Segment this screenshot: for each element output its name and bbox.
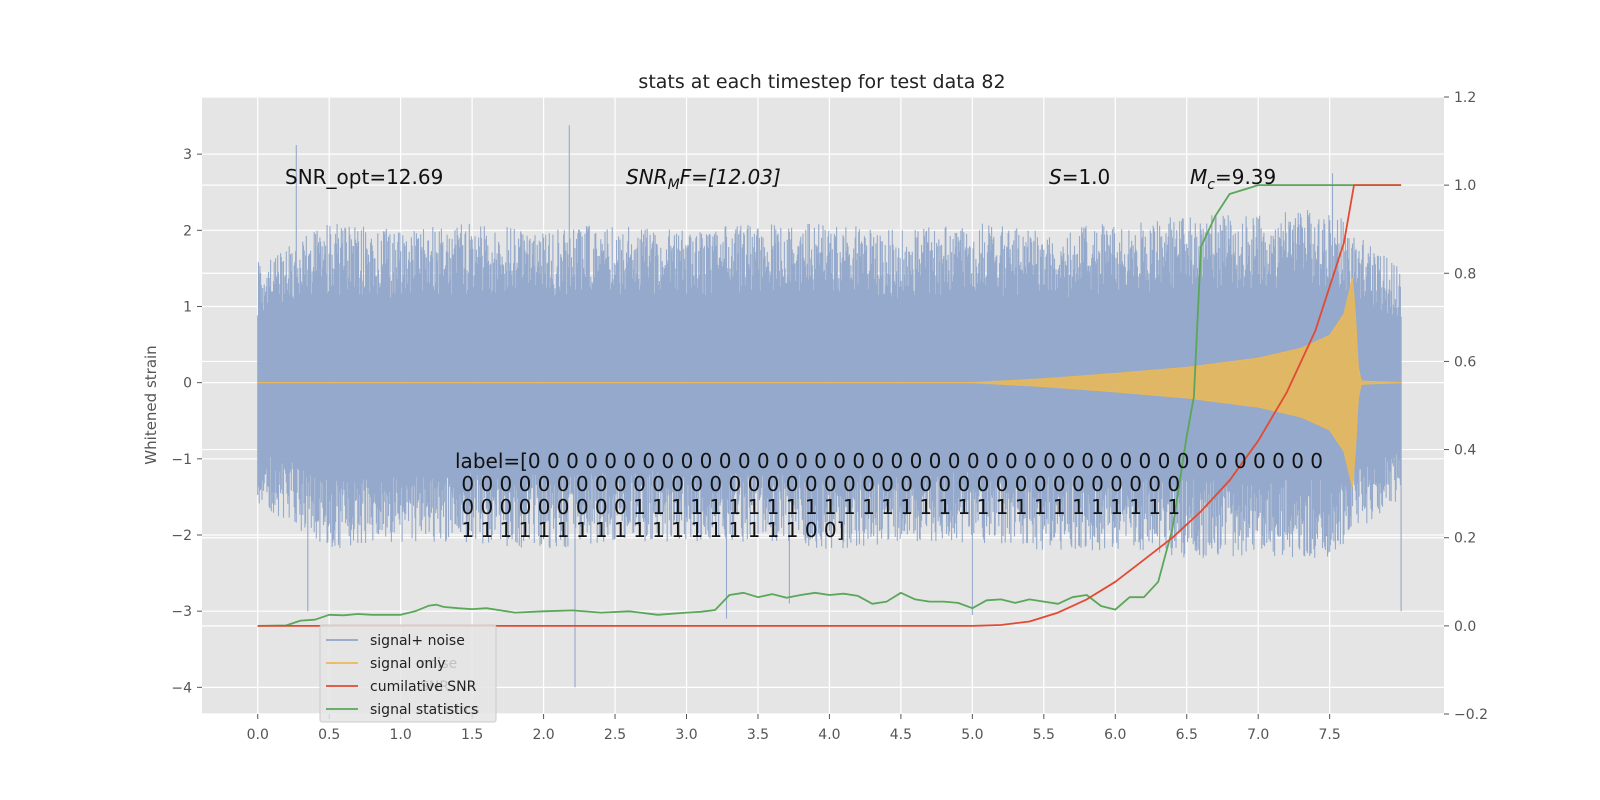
x-tick-label-6: 3.0 <box>675 727 697 743</box>
y-tick-label-6: −3 <box>171 604 192 620</box>
y-axis-left: 3 2 1 0 −1 −2 −3 −4 <box>171 147 202 696</box>
legend-label-cumilative-snr: cumilative SNR <box>370 679 477 695</box>
y-axis-label: Whitened strain <box>142 345 160 464</box>
legend-label-signal-only: signal only <box>370 656 445 672</box>
y-axis-right: 1.2 1.0 0.8 0.6 0.4 0.2 0.0 −0.2 <box>1444 90 1488 723</box>
x-tick-label-5: 2.5 <box>604 727 626 743</box>
x-tick-label-2: 1.0 <box>390 727 412 743</box>
x-tick-label-12: 6.0 <box>1104 727 1126 743</box>
legend-box <box>319 624 497 723</box>
annotation-snr-mf-rest: F=[12.03] <box>680 165 781 189</box>
annotation-label-line-1: label=[0 0 0 0 0 0 0 0 0 0 0 0 0 0 0 0 0… <box>455 449 1323 473</box>
annotation-snr-opt: SNR_opt=12.69 <box>285 165 443 189</box>
annotation-mc-sub: c <box>1207 177 1215 193</box>
y2-tick-label-1: 1.0 <box>1454 178 1476 194</box>
annotation-s-rest: =1.0 <box>1062 165 1111 189</box>
annotation-mc-var: M <box>1190 165 1207 189</box>
series-lines <box>257 184 1402 627</box>
legend-ghost-1: noise <box>420 656 457 672</box>
y-tick-label-2: 1 <box>183 299 192 315</box>
y2-tick-label-5: 0.2 <box>1454 531 1476 547</box>
legend-ghost-3: istics <box>444 702 480 718</box>
x-tick-label-14: 7.0 <box>1247 727 1269 743</box>
y-tick-label-1: 2 <box>183 223 192 239</box>
x-tick-label-11: 5.5 <box>1033 727 1055 743</box>
x-tick-label-9: 4.5 <box>890 727 912 743</box>
legend-ghost-2: SNR <box>420 679 449 695</box>
y-tick-label-7: −4 <box>171 680 192 696</box>
x-tick-label-1: 0.5 <box>318 727 340 743</box>
y-tick-label-4: −1 <box>171 452 192 468</box>
y2-tick-label-0: 1.2 <box>1454 90 1476 106</box>
legend-label-signal-noise: signal+ noise <box>370 633 465 649</box>
annotation-snr-mf: SNRMF=[12.03] <box>626 165 781 193</box>
x-tick-label-10: 5.0 <box>961 727 983 743</box>
annotation-label-line-4: 1 1 1 1 1 1 1 1 1 1 1 1 1 1 1 1 1 1 0 0] <box>455 518 844 542</box>
annotation-snr-mf-sub: M <box>668 177 680 193</box>
x-tick-label-7: 3.5 <box>747 727 769 743</box>
y2-tick-label-7: −0.2 <box>1454 707 1488 723</box>
series-signal-only <box>257 278 1402 488</box>
legend-label-signal-statistics: signal statistics <box>370 702 478 718</box>
legend: noise SNR istics signal+ noise signal on… <box>319 624 497 723</box>
line-cumilative-snr <box>257 184 1402 627</box>
chart-title: stats at each timestep for test data 82 <box>638 71 1005 93</box>
x-tick-label-4: 2.0 <box>532 727 554 743</box>
x-tick-label-8: 4.0 <box>818 727 840 743</box>
annotation-label-line-3: 0 0 0 0 0 0 0 0 0 1 1 1 1 1 1 1 1 1 1 1 … <box>455 495 1180 519</box>
x-tick-label-13: 6.5 <box>1176 727 1198 743</box>
x-tick-label-0: 0.0 <box>247 727 269 743</box>
y2-tick-label-6: 0.0 <box>1454 619 1476 635</box>
y-tick-label-0: 3 <box>183 147 192 163</box>
annotation-s: S=1.0 <box>1049 165 1110 189</box>
annotations: SNR_opt=12.69 SNRMF=[12.03] S=1.0 Mc=9.3… <box>285 165 1323 542</box>
y2-tick-label-2: 0.8 <box>1454 266 1476 282</box>
x-axis: 0.0 0.5 1.0 1.5 2.0 2.5 3.0 3.5 4.0 4.5 5.0 5.5 6.0 6… <box>247 714 1341 743</box>
annotation-mc-rest: =9.39 <box>1215 165 1276 189</box>
annotation-snr-mf-base: SNR <box>626 165 668 189</box>
x-tick-label-15: 7.5 <box>1319 727 1341 743</box>
signal-only-trace <box>257 278 1402 488</box>
annotation-label-line-2: 0 0 0 0 0 0 0 0 0 0 0 0 0 0 0 0 0 0 0 0 … <box>455 472 1180 496</box>
annotation-s-var: S <box>1049 165 1062 189</box>
y-tick-label-5: −2 <box>171 528 192 544</box>
annotation-mc: Mc=9.39 <box>1190 165 1276 193</box>
line-signal-statistics <box>257 184 1402 627</box>
x-tick-label-3: 1.5 <box>461 727 483 743</box>
y2-tick-label-3: 0.6 <box>1454 354 1476 370</box>
y-tick-label-3: 0 <box>183 376 192 392</box>
y2-tick-label-4: 0.4 <box>1454 443 1476 459</box>
